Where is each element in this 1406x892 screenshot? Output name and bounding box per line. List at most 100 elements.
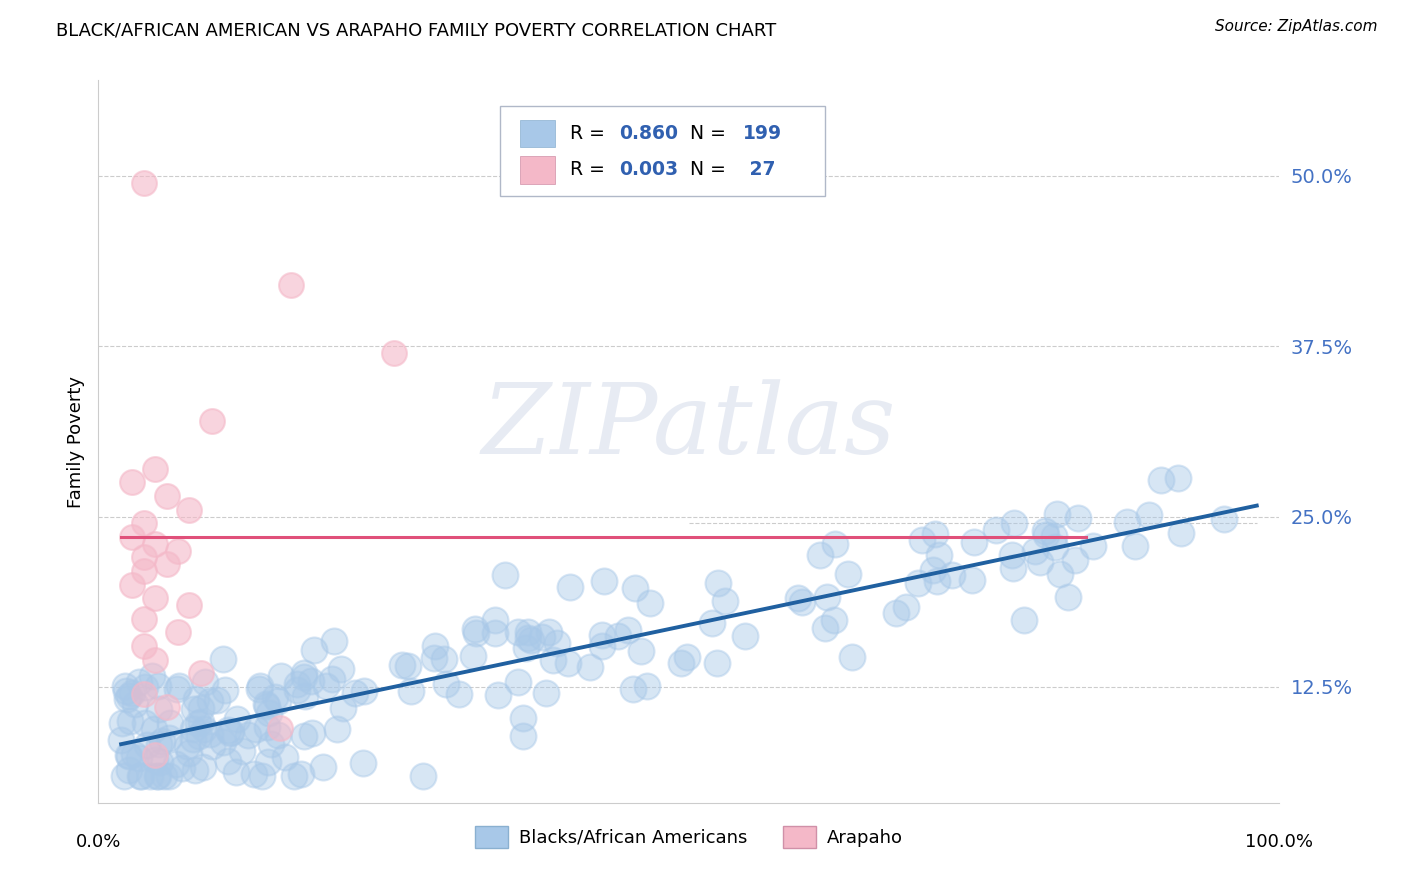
Point xyxy=(512,729,534,743)
Point xyxy=(924,526,946,541)
Point xyxy=(183,702,205,716)
Point xyxy=(111,715,134,730)
Point xyxy=(382,346,405,360)
Point xyxy=(538,625,561,640)
Text: N =: N = xyxy=(678,124,733,144)
FancyBboxPatch shape xyxy=(520,120,555,147)
Point xyxy=(155,489,177,503)
Point xyxy=(124,697,146,711)
Point xyxy=(274,750,297,764)
Point xyxy=(624,581,647,595)
Point xyxy=(143,753,166,767)
Point xyxy=(236,728,259,742)
Point xyxy=(894,600,917,615)
FancyBboxPatch shape xyxy=(501,105,825,196)
Point xyxy=(792,595,814,609)
Point xyxy=(114,679,136,693)
Point xyxy=(1049,567,1071,582)
Point xyxy=(193,722,215,736)
Point xyxy=(329,662,352,676)
Point xyxy=(256,720,278,734)
Point xyxy=(591,639,613,653)
Point xyxy=(534,686,557,700)
Point xyxy=(512,711,534,725)
Point xyxy=(121,475,143,490)
Point xyxy=(143,591,166,606)
Point xyxy=(706,657,728,671)
Point xyxy=(176,739,198,753)
Point xyxy=(676,649,699,664)
Point xyxy=(292,730,315,744)
Point xyxy=(132,564,155,578)
Point xyxy=(187,716,209,731)
Point xyxy=(484,626,506,640)
Point xyxy=(190,715,212,730)
Point xyxy=(245,722,267,736)
Point xyxy=(399,684,422,698)
Point xyxy=(250,768,273,782)
Point xyxy=(285,682,308,697)
Point xyxy=(434,677,457,691)
Point xyxy=(294,666,316,681)
Point xyxy=(201,414,224,428)
Point xyxy=(884,607,907,621)
Point xyxy=(149,755,172,769)
Point xyxy=(141,669,163,683)
Point xyxy=(815,590,838,604)
Point xyxy=(508,624,530,639)
Point xyxy=(243,767,266,781)
Point xyxy=(115,684,138,698)
Point xyxy=(591,628,613,642)
Point xyxy=(132,550,155,565)
Point xyxy=(212,735,235,749)
Point xyxy=(264,690,287,705)
Point xyxy=(128,675,150,690)
Point xyxy=(1029,555,1052,569)
Point xyxy=(190,701,212,715)
Point xyxy=(640,596,662,610)
Point xyxy=(247,682,270,697)
Point xyxy=(1045,540,1067,554)
Point xyxy=(118,714,141,728)
Point xyxy=(294,689,316,703)
Point xyxy=(907,576,929,591)
Point xyxy=(129,768,152,782)
Point xyxy=(396,659,419,673)
Point xyxy=(928,548,950,562)
Point xyxy=(132,687,155,701)
Point xyxy=(118,689,141,703)
Point xyxy=(148,679,170,693)
Point xyxy=(290,767,312,781)
Point xyxy=(1081,539,1104,553)
Point xyxy=(157,731,180,745)
Text: 0.003: 0.003 xyxy=(619,161,678,179)
Point xyxy=(669,657,692,671)
Point xyxy=(423,651,446,665)
Point xyxy=(546,635,568,649)
Point xyxy=(121,577,143,591)
Point xyxy=(285,677,308,691)
Point xyxy=(148,702,170,716)
Point xyxy=(205,693,228,707)
Text: 100.0%: 100.0% xyxy=(1246,833,1313,851)
Text: 0.0%: 0.0% xyxy=(76,833,121,851)
Point xyxy=(165,756,187,771)
Point xyxy=(159,715,181,730)
Point xyxy=(200,727,222,741)
Point xyxy=(191,760,214,774)
Point xyxy=(963,535,986,549)
Point xyxy=(700,615,723,630)
Point xyxy=(321,672,343,686)
Text: 199: 199 xyxy=(744,124,782,144)
Point xyxy=(494,567,516,582)
Point xyxy=(927,574,949,588)
Point xyxy=(734,629,756,643)
Point xyxy=(212,652,235,666)
Point xyxy=(787,591,810,605)
Point xyxy=(139,768,162,782)
Point xyxy=(463,649,485,664)
Point xyxy=(1002,516,1025,531)
Point xyxy=(152,768,174,782)
Point xyxy=(299,673,322,688)
Point xyxy=(814,621,837,635)
